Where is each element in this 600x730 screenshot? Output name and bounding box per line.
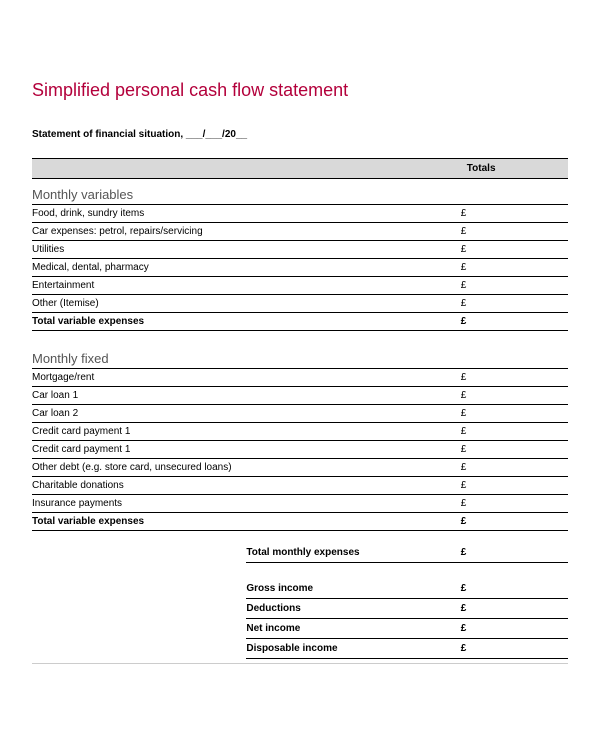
- line-item-label: Car loan 1: [32, 387, 332, 405]
- summary-amount[interactable]: £: [461, 639, 568, 659]
- line-item-row: Credit card payment 1 £: [32, 441, 568, 459]
- line-item-row: Medical, dental, pharmacy £: [32, 259, 568, 277]
- line-item-label: Insurance payments: [32, 495, 332, 513]
- line-item-row: Car loan 2 £: [32, 405, 568, 423]
- summary-row: Gross income£: [32, 579, 568, 599]
- line-item-amount[interactable]: £: [461, 423, 568, 441]
- section-total-label: Total variable expenses: [32, 513, 332, 531]
- summary-amount[interactable]: £: [461, 579, 568, 599]
- line-item-amount[interactable]: £: [461, 223, 568, 241]
- line-item-amount[interactable]: £: [461, 241, 568, 259]
- line-item-row: Mortgage/rent £: [32, 369, 568, 387]
- line-item-amount[interactable]: £: [461, 277, 568, 295]
- section-total-amount[interactable]: £: [461, 513, 568, 531]
- line-item-amount[interactable]: £: [461, 259, 568, 277]
- page-title: Simplified personal cash flow statement: [32, 80, 568, 101]
- line-item-amount[interactable]: £: [461, 459, 568, 477]
- line-item-label: Medical, dental, pharmacy: [32, 259, 332, 277]
- line-item-amount[interactable]: £: [461, 387, 568, 405]
- line-item-label: Other (Itemise): [32, 295, 332, 313]
- line-item-label: Charitable donations: [32, 477, 332, 495]
- line-item-row: Utilities £: [32, 241, 568, 259]
- line-item-label: Car expenses: petrol, repairs/servicing: [32, 223, 332, 241]
- section-heading: Monthly variables: [32, 179, 332, 205]
- statement-subtitle: Statement of financial situation, ___/__…: [32, 129, 568, 140]
- line-item-row: Entertainment £: [32, 277, 568, 295]
- section-heading-row: Monthly fixed: [32, 343, 568, 369]
- section-total-row: Total variable expenses £: [32, 313, 568, 331]
- line-item-amount[interactable]: £: [461, 477, 568, 495]
- summary-label: Disposable income: [246, 639, 460, 659]
- line-item-label: Entertainment: [32, 277, 332, 295]
- line-item-label: Other debt (e.g. store card, unsecured l…: [32, 459, 332, 477]
- summary-row: Deductions£: [32, 599, 568, 619]
- section-total-row: Total variable expenses £: [32, 513, 568, 531]
- summary-amount[interactable]: £: [461, 599, 568, 619]
- cashflow-table: Totals Monthly variablesFood, drink, sun…: [32, 158, 568, 543]
- line-item-amount[interactable]: £: [461, 205, 568, 223]
- line-item-row: Insurance payments £: [32, 495, 568, 513]
- summary-row: Total monthly expenses£: [32, 543, 568, 563]
- line-item-label: Credit card payment 1: [32, 441, 332, 459]
- section-total-amount[interactable]: £: [461, 313, 568, 331]
- line-item-label: Credit card payment 1: [32, 423, 332, 441]
- line-item-row: Credit card payment 1 £: [32, 423, 568, 441]
- summary-amount[interactable]: £: [461, 619, 568, 639]
- line-item-label: Mortgage/rent: [32, 369, 332, 387]
- summary-label: Deductions: [246, 599, 460, 619]
- line-item-row: Charitable donations £: [32, 477, 568, 495]
- summary-label: Net income: [246, 619, 460, 639]
- line-item-amount[interactable]: £: [461, 369, 568, 387]
- line-item-amount[interactable]: £: [461, 295, 568, 313]
- section-heading-row: Monthly variables: [32, 179, 568, 205]
- line-item-label: Utilities: [32, 241, 332, 259]
- line-item-label: Food, drink, sundry items: [32, 205, 332, 223]
- table-header-row: Totals: [32, 159, 568, 179]
- line-item-label: Car loan 2: [32, 405, 332, 423]
- page-container: Simplified personal cash flow statement …: [32, 80, 568, 664]
- totals-header: Totals: [461, 159, 568, 179]
- line-item-amount[interactable]: £: [461, 495, 568, 513]
- summary-row: Disposable income£: [32, 639, 568, 659]
- line-item-row: Food, drink, sundry items £: [32, 205, 568, 223]
- section-total-label: Total variable expenses: [32, 313, 332, 331]
- summary-row: Net income£: [32, 619, 568, 639]
- summary-table: Total monthly expenses£Gross income£Dedu…: [32, 543, 568, 659]
- line-item-row: Car loan 1 £: [32, 387, 568, 405]
- line-item-row: Car expenses: petrol, repairs/servicing £: [32, 223, 568, 241]
- line-item-amount[interactable]: £: [461, 405, 568, 423]
- summary-label: Total monthly expenses: [246, 543, 460, 563]
- line-item-row: Other (Itemise) £: [32, 295, 568, 313]
- line-item-amount[interactable]: £: [461, 441, 568, 459]
- line-item-row: Other debt (e.g. store card, unsecured l…: [32, 459, 568, 477]
- summary-amount[interactable]: £: [461, 543, 568, 563]
- summary-label: Gross income: [246, 579, 460, 599]
- section-heading: Monthly fixed: [32, 343, 332, 369]
